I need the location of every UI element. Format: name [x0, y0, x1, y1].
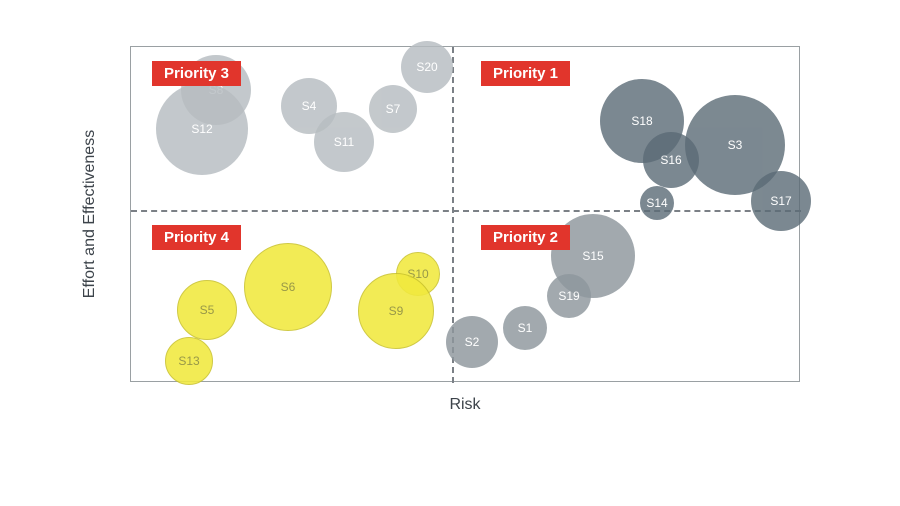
- bubble-s19: S19: [547, 274, 591, 318]
- bubble-s16: S16: [643, 132, 699, 188]
- bubble-s9: S9: [358, 273, 434, 349]
- quadrant-badge-q4: Priority 4: [152, 225, 241, 250]
- bubble-s7: S7: [369, 85, 417, 133]
- bubble-label: S13: [178, 354, 199, 368]
- bubble-label: S14: [646, 196, 667, 210]
- bubble-label: S9: [389, 304, 404, 318]
- bubble-label: S6: [281, 280, 296, 294]
- bubble-s1: S1: [503, 306, 547, 350]
- bubble-label: S5: [200, 303, 215, 317]
- quadrant-badge-q2: Priority 2: [481, 225, 570, 250]
- bubble-s2: S2: [446, 316, 498, 368]
- bubble-label: S16: [660, 153, 681, 167]
- bubble-label: S19: [558, 289, 579, 303]
- bubble-label: S11: [334, 135, 354, 149]
- bubble-label: S1: [518, 321, 533, 335]
- bubble-label: S3: [728, 138, 743, 152]
- bubble-label: S12: [191, 122, 212, 136]
- bubble-s12: S12: [156, 83, 248, 175]
- bubble-label: S7: [386, 102, 401, 116]
- bubble-label: S18: [631, 114, 652, 128]
- bubble-s11: S11: [314, 112, 374, 172]
- bubble-s14: S14: [640, 186, 674, 220]
- axis-x-label: Risk: [449, 396, 480, 414]
- axis-y-label: Effort and Effectiveness: [81, 130, 99, 298]
- bubble-s5: S5: [177, 280, 237, 340]
- bubble-s17: S17: [751, 171, 811, 231]
- chart-root: Effort and Effectiveness Risk S20S8S4S7S…: [0, 0, 900, 506]
- divider-horizontal: [131, 210, 801, 212]
- bubble-s6: S6: [244, 243, 332, 331]
- quadrant-badge-q3: Priority 3: [152, 61, 241, 86]
- bubble-label: S2: [465, 335, 480, 349]
- bubble-label: S20: [416, 60, 437, 74]
- bubble-s13: S13: [165, 337, 213, 385]
- quadrant-badge-q1: Priority 1: [481, 61, 570, 86]
- bubble-label: S17: [770, 194, 791, 208]
- bubble-s20: S20: [401, 41, 453, 93]
- bubble-label: S15: [582, 249, 603, 263]
- bubble-label: S4: [302, 99, 317, 113]
